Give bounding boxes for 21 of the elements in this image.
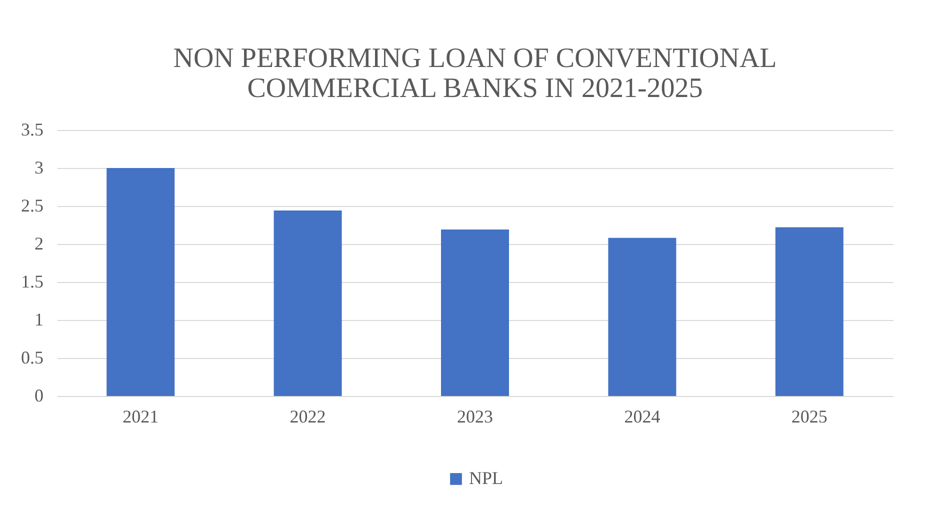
x-tick-label: 2025 <box>791 406 828 426</box>
x-tick-label: 2021 <box>122 406 159 426</box>
x-tick-label: 2022 <box>290 406 326 426</box>
y-tick-label: 2.5 <box>21 196 44 216</box>
y-tick-label: 1.5 <box>21 272 44 292</box>
legend-label: NPL <box>469 468 504 488</box>
bar <box>608 238 676 396</box>
text: NON PERFORMING LOAN OF CONVENTIONAL <box>173 43 777 74</box>
bar <box>775 227 844 396</box>
y-tick-label: 2 <box>34 234 44 254</box>
y-tick-label: 0 <box>34 386 44 406</box>
y-tick-label: 1 <box>34 310 44 330</box>
y-tick-label: 0.5 <box>21 348 44 368</box>
y-tick-label: 3.5 <box>21 120 44 140</box>
bar <box>106 168 175 396</box>
text: COMMERCIAL BANKS IN 2021-2025 <box>247 73 703 104</box>
x-tick-label: 2024 <box>624 406 660 426</box>
bar <box>441 230 509 396</box>
bar <box>274 210 342 396</box>
y-tick-label: 3 <box>34 158 44 178</box>
x-tick-label: 2023 <box>457 406 493 426</box>
